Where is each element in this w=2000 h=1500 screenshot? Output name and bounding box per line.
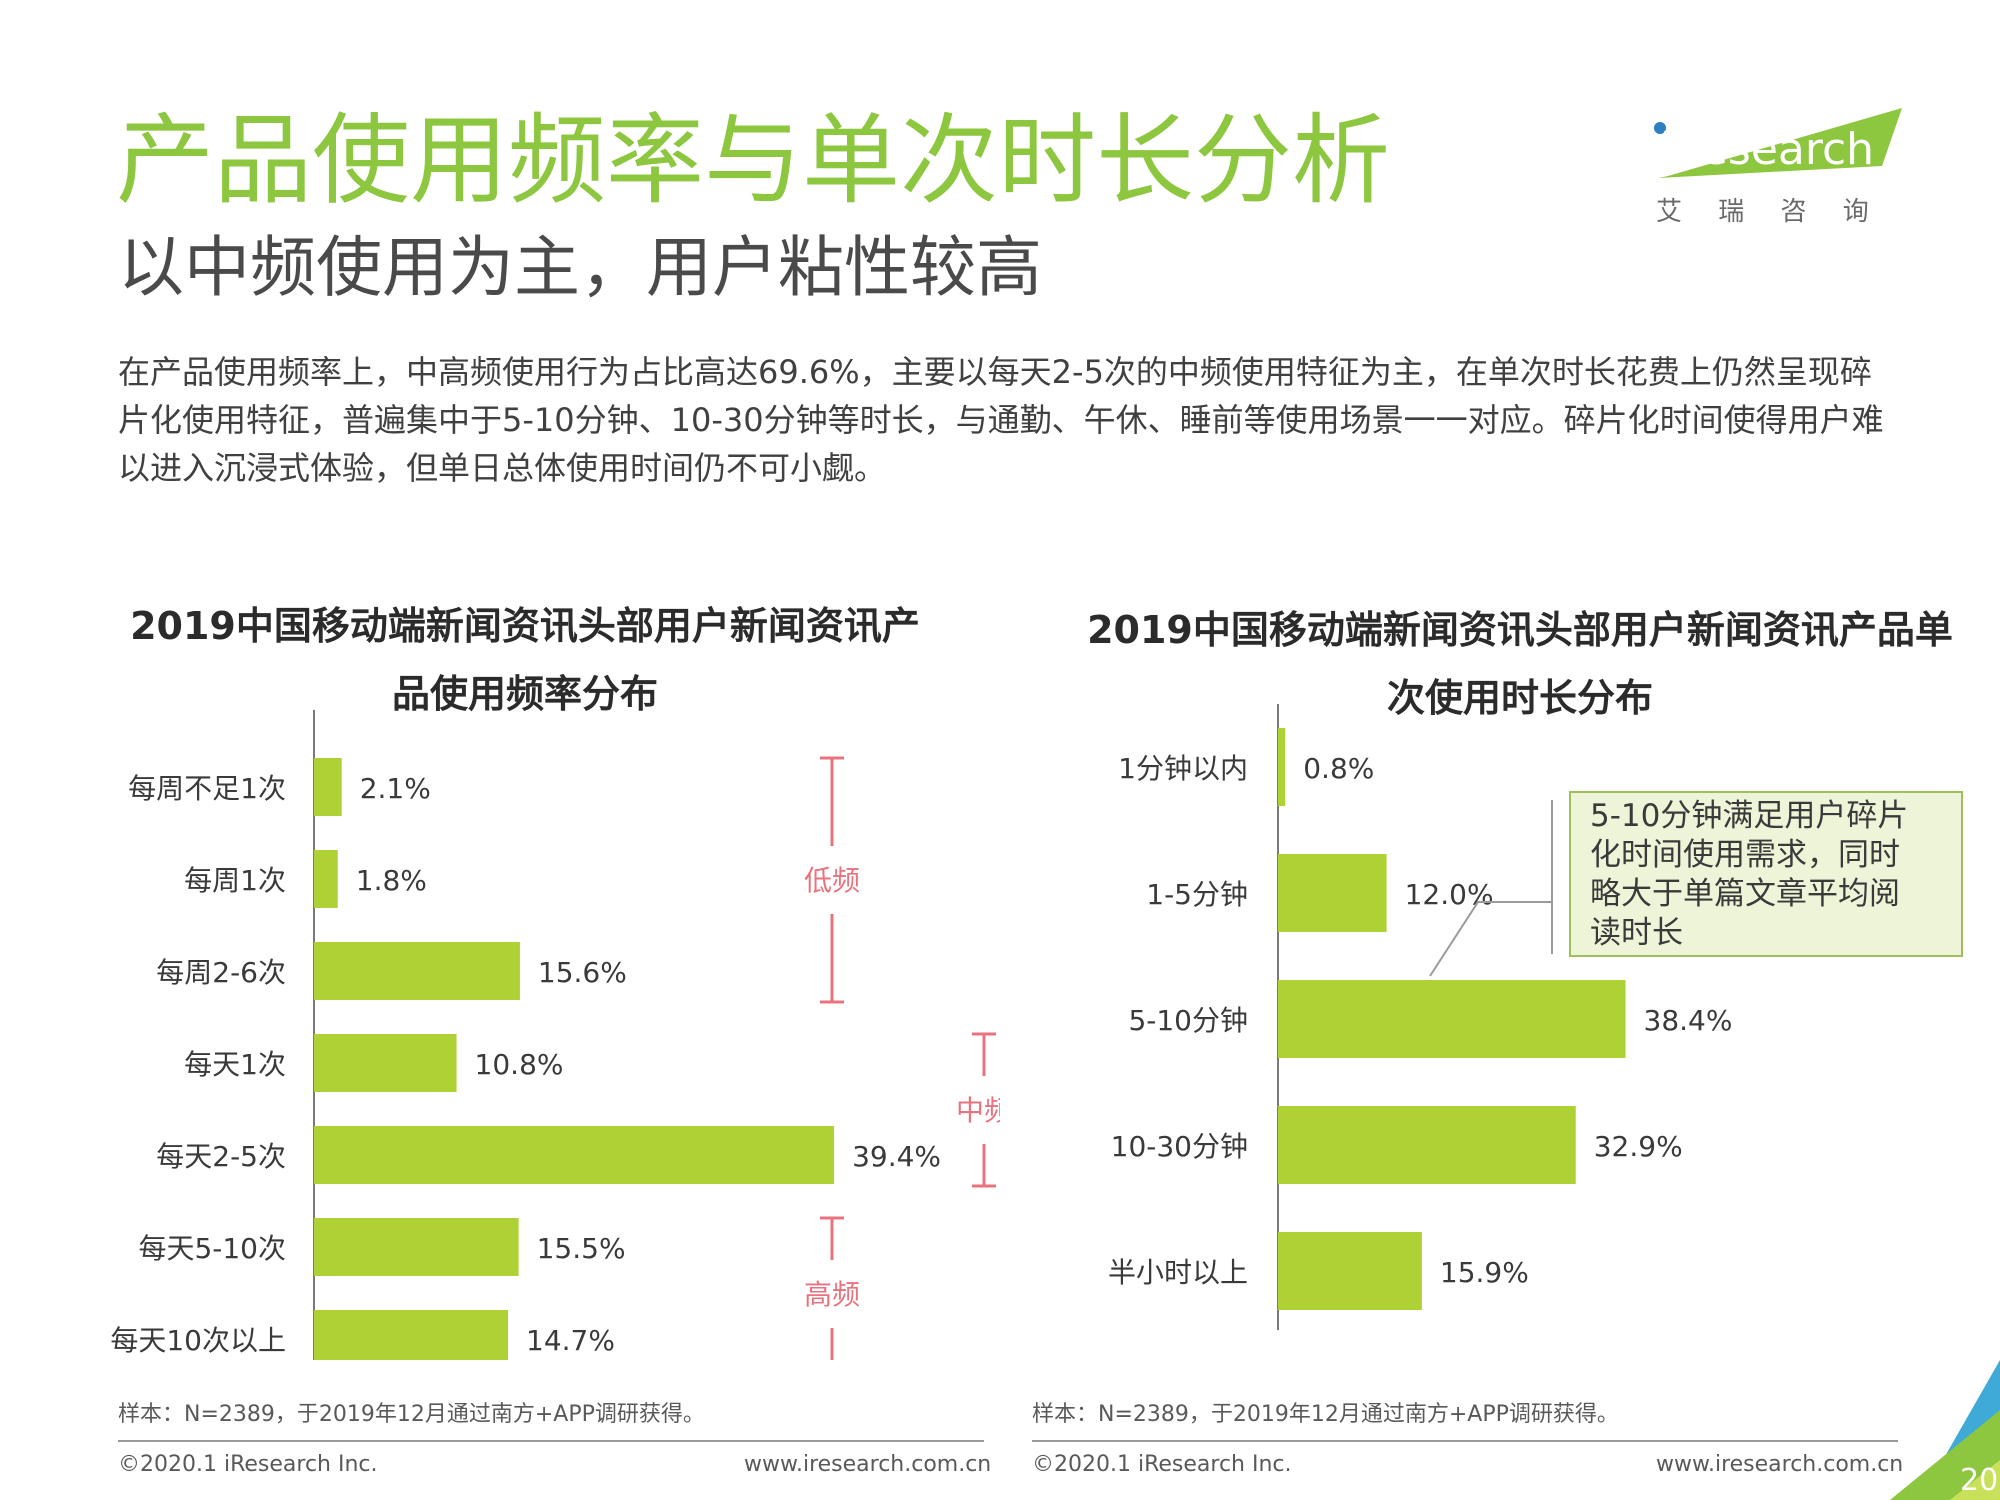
bar [1278, 1232, 1422, 1310]
bar [314, 1218, 519, 1276]
value-label: 12.0% [1405, 878, 1494, 911]
callout-rect [1569, 791, 1963, 957]
bracket-0: 低频 [804, 756, 860, 1004]
value-label: 10.8% [475, 1048, 564, 1081]
value-label: 15.9% [1440, 1256, 1529, 1289]
iresearch-logo: iResearch 艾 瑞 咨 询 [1654, 108, 1902, 227]
chart2-title-line1: 2019中国移动端新闻资讯头部用户新闻资讯产品单 [1087, 608, 1953, 652]
logo-brand-text: iResearch [1660, 124, 1874, 175]
category-label: 1分钟以内 [1118, 752, 1248, 785]
value-label: 32.9% [1594, 1130, 1683, 1163]
category-label: 每天2-5次 [156, 1140, 286, 1173]
logo-dot-icon [1654, 122, 1666, 134]
page-number: 20 [1960, 1463, 1998, 1498]
value-label: 14.7% [526, 1324, 615, 1357]
footer-website-right[interactable]: www.iresearch.com.cn [1656, 1452, 1904, 1477]
bar [1278, 728, 1286, 806]
page-subtitle: 以中频使用为主，用户粘性较高 [118, 229, 1042, 306]
duration-chart: 1分钟以内 0.8% 1-5分钟 12.0% 5-10分钟 38.4% 10-30分钟 32.… [1108, 704, 1963, 1330]
bar [314, 1126, 835, 1184]
chart1-title-line1: 2019中国移动端新闻资讯头部用户新闻资讯产 [130, 604, 920, 648]
logo-chinese-text: 艾 瑞 咨 询 [1656, 197, 1883, 227]
bar [314, 850, 338, 908]
footer-divider-left [118, 1440, 984, 1442]
bar [1278, 854, 1387, 932]
footer-website-left[interactable]: www.iresearch.com.cn [744, 1452, 992, 1477]
category-label: 每天5-10次 [138, 1232, 286, 1265]
bar [314, 1310, 509, 1360]
value-label: 39.4% [852, 1140, 941, 1173]
footer-copyright-left: ©2020.1 iResearch Inc. [118, 1452, 378, 1477]
bracket-1: 中频 [956, 1032, 1000, 1188]
logo-green-shape [1658, 108, 1902, 178]
callout-text-line: 化时间使用需求，同时 [1590, 837, 1900, 873]
footer-copyright-right: ©2020.1 iResearch Inc. [1032, 1452, 1292, 1477]
category-label: 10-30分钟 [1111, 1130, 1248, 1163]
category-label: 1-5分钟 [1146, 878, 1248, 911]
value-label: 15.5% [537, 1232, 626, 1265]
category-label: 半小时以上 [1108, 1256, 1248, 1289]
bracket-2: 高频 [804, 1216, 860, 1360]
callout-text-line: 略大于单篇文章平均阅 [1590, 876, 1900, 912]
chart2-title-line2: 次使用时长分布 [1386, 676, 1653, 720]
bracket-label: 中频 [956, 1094, 1000, 1127]
category-label: 每周不足1次 [128, 772, 286, 805]
callout-text-line: 5-10分钟满足用户碎片 [1590, 798, 1908, 834]
bracket-label: 低频 [804, 864, 860, 897]
page-corner-decoration: 20 [1890, 1360, 2000, 1500]
category-label: 每天1次 [184, 1048, 286, 1081]
frequency-chart: 每周不足1次 2.1% 每周1次 1.8% 每周2-6次 15.6% 每天1次 10.8% 每天… [110, 710, 1000, 1360]
value-label: 1.8% [356, 864, 427, 897]
value-label: 2.1% [360, 772, 431, 805]
category-label: 每周2-6次 [156, 956, 286, 989]
corner-green-shape [1890, 1410, 2000, 1500]
footer-note-left: 样本：N=2389，于2019年12月通过南方+APP调研获得。 [118, 1402, 705, 1427]
bar [314, 1034, 457, 1092]
category-label: 每周1次 [184, 864, 286, 897]
bar [314, 942, 520, 1000]
page-title: 产品使用频率与单次时长分析 [116, 104, 1391, 218]
footer-divider-right [1032, 1440, 1898, 1442]
callout-text-line: 读时长 [1590, 915, 1683, 951]
value-label: 0.8% [1303, 752, 1374, 785]
value-label: 38.4% [1644, 1004, 1733, 1037]
bar [1278, 1106, 1576, 1184]
chart1-title-line2: 品使用频率分布 [391, 672, 658, 716]
category-label: 5-10分钟 [1128, 1004, 1248, 1037]
corner-yellow-shape [1950, 1460, 2000, 1500]
callout-leader-line [1429, 901, 1552, 977]
page-description: 在产品使用频率上，中高频使用行为占比高达69.6%，主要以每天2-5次的中频使用… [118, 353, 1884, 487]
value-label: 15.6% [538, 956, 627, 989]
bracket-label: 高频 [804, 1278, 860, 1311]
bar [1278, 980, 1626, 1058]
category-label: 每天10次以上 [110, 1324, 286, 1357]
footer-note-right: 样本：N=2389，于2019年12月通过南方+APP调研获得。 [1032, 1402, 1619, 1427]
bar [314, 758, 342, 816]
